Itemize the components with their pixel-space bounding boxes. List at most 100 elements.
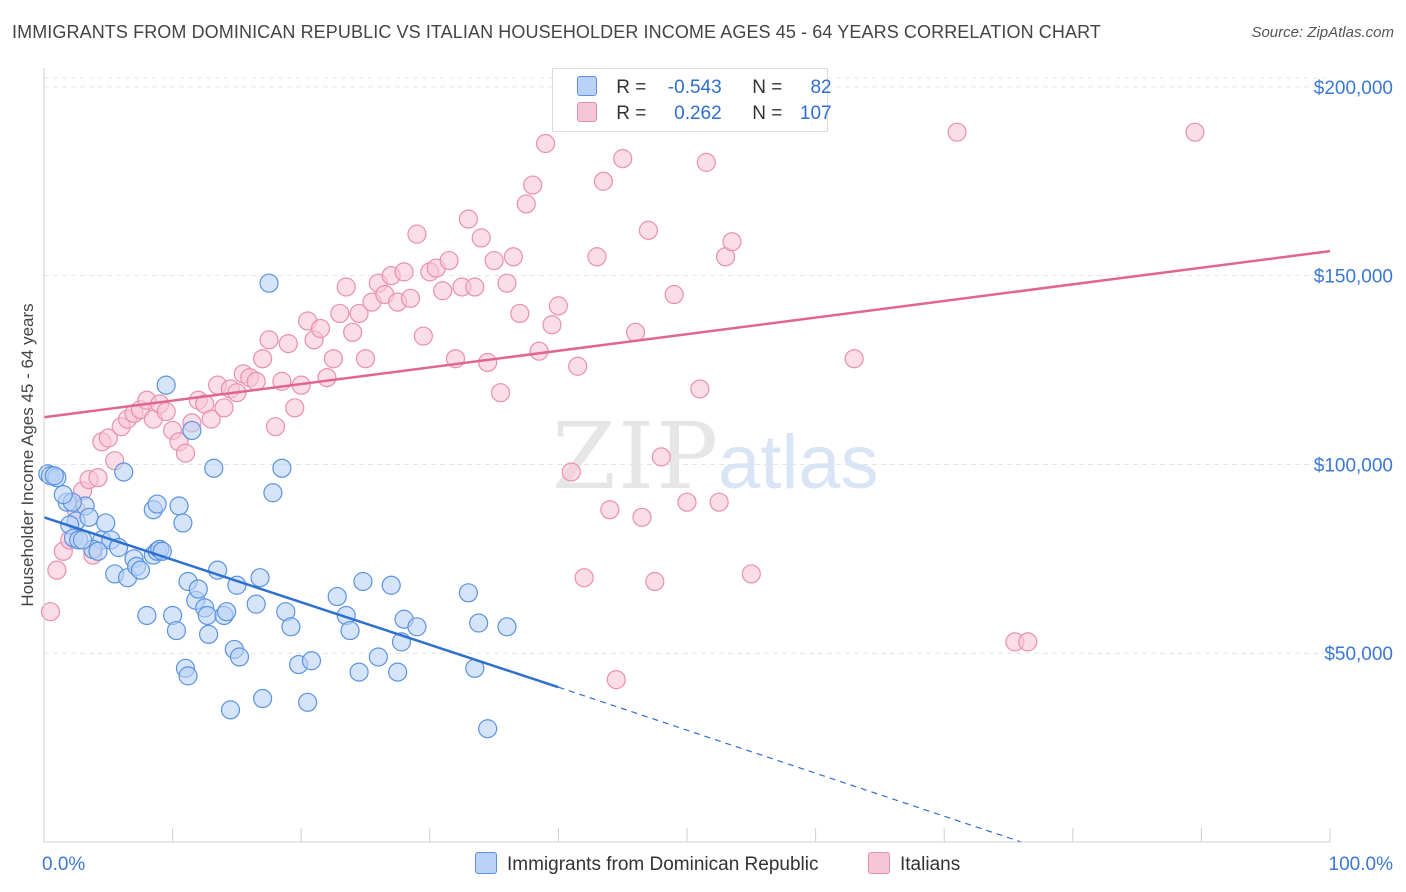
italians-point: [645, 571, 665, 592]
pink-n-label: N =: [752, 103, 783, 124]
blue-n-value: 82: [810, 77, 832, 98]
dominican-point: [130, 560, 151, 580]
source-credit: Source: ZipAtlas.com: [1251, 24, 1394, 41]
series-italians: [40, 122, 1205, 690]
italians-point: [523, 175, 543, 195]
italians-point: [593, 171, 614, 191]
dominican-point: [349, 662, 369, 682]
dominican-point: [250, 568, 270, 588]
italians-point: [310, 318, 331, 339]
legend-label-dominican: Immigrants from Dominican Republic: [507, 854, 819, 875]
dominican-point: [281, 617, 301, 637]
dominican-point: [208, 560, 228, 580]
italians-point: [349, 303, 369, 324]
italians-point: [317, 368, 337, 388]
dominican-point: [88, 541, 108, 561]
dominican-point: [197, 605, 217, 626]
italians-point: [400, 288, 421, 308]
dominican-point: [169, 496, 189, 516]
dominican-point: [96, 513, 116, 533]
italians-point: [542, 315, 562, 335]
italians-point: [471, 228, 491, 248]
dominican-point: [166, 620, 187, 641]
dominican-point: [72, 530, 93, 550]
italians-point: [465, 277, 485, 297]
dominican-point: [137, 605, 157, 626]
italians-point: [561, 462, 581, 482]
italians-point: [413, 326, 433, 346]
dominican-point: [388, 662, 408, 682]
dominican-point: [147, 494, 167, 514]
italians-point: [98, 428, 118, 448]
dominican-point: [327, 586, 347, 607]
pink-swatch: [577, 102, 597, 122]
dominican-point: [272, 458, 292, 478]
legend-row-blue: R = -0.543 N = 82: [577, 76, 832, 100]
dominican-point: [156, 375, 176, 395]
dominican-point: [44, 466, 64, 486]
dominican-point: [229, 647, 250, 667]
italians-point: [497, 273, 517, 293]
dominican-point: [253, 688, 273, 709]
blue-swatch: [577, 76, 597, 96]
italians-point: [330, 303, 350, 324]
blue-n-label: N =: [752, 77, 783, 98]
italians-point: [632, 507, 652, 527]
italians-point: [336, 277, 356, 297]
italians-point: [394, 262, 414, 282]
italians-point: [613, 149, 633, 169]
dominican-point: [298, 692, 318, 712]
dominican-point: [204, 458, 224, 478]
dominican-point: [340, 620, 360, 641]
italians-point: [433, 281, 453, 301]
legend-item-dominican: Immigrants from Dominican Republic: [475, 852, 819, 876]
italians-point: [548, 296, 569, 316]
dominican-point: [458, 583, 478, 603]
dominican-point: [182, 420, 202, 441]
italians-point: [265, 417, 286, 437]
italians-point: [722, 232, 742, 252]
legend-row-pink: R = 0.262 N = 107: [577, 102, 832, 126]
dominican-point: [353, 571, 373, 592]
legend-swatch-blue: [475, 852, 497, 874]
blue-r-value: -0.543: [667, 77, 722, 98]
y-tick-label: $200,000: [1314, 78, 1393, 99]
x-tick-label-min: 0.0%: [42, 854, 85, 875]
dominican-point: [263, 483, 283, 503]
italians-point: [214, 398, 234, 418]
dominican-point: [114, 462, 134, 482]
chart-title: IMMIGRANTS FROM DOMINICAN REPUBLIC VS IT…: [12, 22, 1101, 42]
series-legend: Immigrants from Dominican Republic Itali…: [0, 850, 1406, 878]
dominican-point: [368, 647, 388, 667]
italians-point: [439, 250, 459, 271]
dominican-trend-line: [43, 516, 559, 689]
legend-label-italians: Italians: [900, 854, 961, 875]
dominican-point: [259, 273, 279, 293]
italians-point: [1185, 122, 1205, 142]
italians-point: [651, 447, 671, 467]
y-tick-label: $150,000: [1314, 267, 1393, 288]
trend-lines: [43, 249, 1331, 843]
watermark-zip: ZIP: [552, 403, 720, 510]
italians-point: [535, 133, 556, 154]
italians-point: [490, 383, 511, 403]
italians-point: [587, 247, 607, 267]
italians-point: [201, 409, 221, 429]
dominican-point: [53, 485, 73, 505]
italians-point: [638, 220, 659, 240]
italians-point: [88, 468, 108, 488]
y-tick-label: $50,000: [1324, 644, 1393, 665]
legend-swatch-pink: [868, 852, 890, 874]
italians-point: [741, 564, 761, 584]
dominican-point: [407, 617, 427, 637]
italians-point: [516, 194, 536, 214]
italians-point: [156, 401, 176, 422]
y-tick-label: $100,000: [1314, 455, 1393, 476]
italians-point: [458, 209, 478, 229]
dominican-point: [173, 513, 193, 533]
italians-point: [529, 341, 549, 361]
italians-point: [568, 356, 588, 376]
italians-point: [677, 492, 697, 512]
